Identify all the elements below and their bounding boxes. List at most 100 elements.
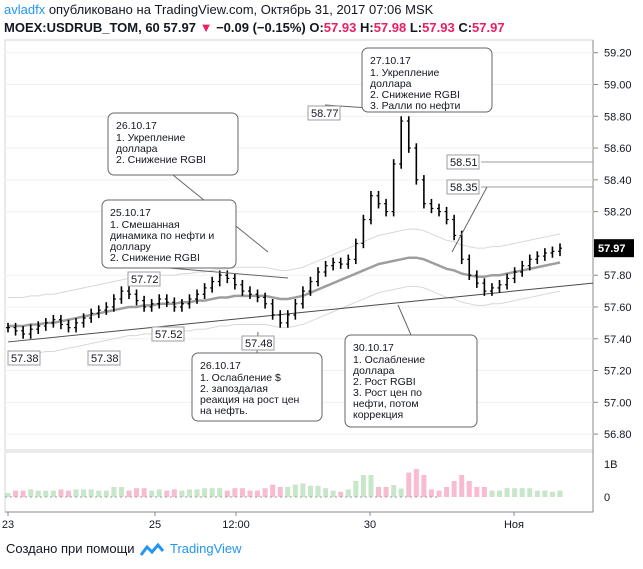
price-label-box	[241, 335, 275, 351]
volume-bar	[497, 490, 503, 497]
y-tick-label: 57.00	[604, 397, 632, 409]
annotation-line: нефти, потом	[353, 398, 419, 410]
volume-bar	[376, 487, 382, 497]
volume-bar	[300, 483, 306, 497]
volume-bar	[28, 489, 34, 497]
price-label-box	[87, 350, 121, 366]
last-price: 57.97	[163, 20, 196, 35]
volume-bar	[5, 493, 11, 497]
y-tick-label: 59.20	[604, 48, 632, 60]
price-label-box	[7, 350, 41, 366]
volume-bar	[141, 488, 147, 497]
annotation-line: 1. Укрепление	[116, 132, 185, 144]
volume-bar	[43, 490, 49, 497]
annotation-date: 26.10.17	[200, 360, 241, 372]
footer: Создано при помощи	[6, 541, 135, 556]
y-tick-label: 57.60	[604, 302, 632, 314]
volume-bar	[421, 475, 427, 497]
volume-bar	[391, 485, 397, 497]
volume-bar	[549, 491, 555, 497]
tradingview-brand[interactable]: TradingView	[170, 541, 242, 556]
volume-tick-label: 0	[604, 492, 610, 504]
volume-bar	[277, 487, 283, 497]
annotation-box	[344, 334, 478, 428]
price-label: 58.51	[450, 157, 478, 169]
volume-bar	[156, 489, 162, 497]
high-label: H:	[359, 20, 374, 35]
tradingview-logo-icon[interactable]	[140, 543, 164, 557]
y-tick-label: 58.40	[604, 175, 632, 187]
annotation-line: 2. Рост RGBI	[353, 376, 416, 388]
price-label: 57.38	[91, 353, 119, 365]
volume-bar	[512, 488, 518, 497]
x-tick-label: 12:00	[222, 519, 250, 531]
volume-bar	[20, 490, 26, 497]
low-label: L:	[409, 20, 423, 35]
y-tick-label: 58.60	[604, 143, 632, 155]
annotation-date: 27.10.17	[370, 55, 411, 67]
annotation-line: 3. Рост цен по	[353, 387, 422, 399]
volume-tick-label: 1B	[604, 459, 617, 471]
open-value: 57.93	[323, 20, 357, 35]
volume-bar	[315, 485, 321, 497]
annotation-line: доллару	[110, 241, 152, 253]
volume-bar	[88, 489, 94, 497]
footer-brand-wrap[interactable]: TradingView	[170, 541, 242, 556]
created-with-text: Создано при помощи	[6, 541, 135, 556]
volume-bar	[111, 487, 117, 497]
annotation-line: 1. Ослабление $	[200, 372, 281, 384]
volume-bar	[451, 481, 457, 497]
volume-bar	[164, 490, 170, 497]
price-label-box	[307, 105, 341, 121]
volume-bar	[292, 484, 298, 497]
x-tick-label: 25	[149, 519, 161, 531]
price-label-box	[151, 326, 185, 342]
volume-bar	[202, 488, 208, 497]
volume-bar	[459, 475, 465, 497]
down-arrow-icon: ▼	[199, 20, 213, 35]
volume-bar	[557, 490, 563, 497]
open-label: O:	[309, 20, 324, 35]
price-label-box	[446, 179, 480, 195]
annotation-date: 30.10.17	[353, 342, 394, 354]
x-tick-label: 30	[364, 519, 376, 531]
author-link[interactable]: avladfx	[4, 2, 46, 17]
volume-bar	[217, 488, 223, 497]
volume-bar	[368, 475, 374, 497]
volume-bar	[209, 488, 215, 497]
volume-bar	[307, 485, 313, 497]
volume-bar	[73, 489, 79, 497]
annotation-line: 2. Снижение RGBI	[116, 154, 206, 166]
volume-bar	[383, 487, 389, 497]
annotation-line: 2. запоздалая	[200, 383, 268, 395]
volume-bar	[35, 490, 41, 497]
y-tick-label: 58.20	[604, 207, 632, 219]
annotation-line: 1. Укрепление	[370, 67, 439, 79]
price-label: 57.52	[155, 329, 183, 341]
volume-bar	[134, 488, 140, 497]
volume-bar	[406, 472, 412, 497]
ma-line	[8, 256, 561, 328]
ma-upper-band	[8, 228, 561, 298]
annotation-line: доллара	[370, 78, 412, 90]
low-value: 57.93	[422, 20, 455, 35]
volume-bar	[534, 490, 540, 497]
annotation-line: 1. Смешанная	[110, 219, 180, 231]
volume-bar	[444, 487, 450, 497]
volume-bar	[247, 490, 253, 497]
annotation-pointer	[397, 304, 412, 336]
volume-bar	[527, 488, 533, 497]
volume-bar	[50, 490, 56, 497]
annotation-date: 25.10.17	[110, 207, 151, 219]
ma-lower-band	[8, 285, 561, 356]
price-label-box	[446, 154, 480, 170]
trend-line	[7, 282, 594, 343]
close-label: C:	[458, 20, 473, 35]
annotation-box	[361, 47, 493, 113]
volume-bar	[519, 488, 525, 497]
volume-bar	[481, 487, 487, 497]
price-label: 57.48	[245, 338, 273, 350]
price-chart[interactable]: 1B 0 59.20 59.00 58.80 58.60 58.40 58.20 57.80 5…	[0, 0, 643, 540]
volume-pane[interactable]	[4, 451, 594, 513]
annotation-box	[191, 352, 323, 422]
